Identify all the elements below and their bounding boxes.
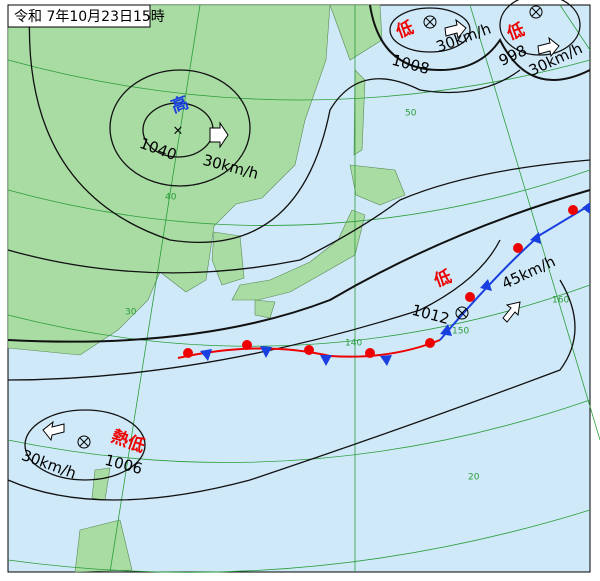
- svg-text:×: ×: [173, 124, 184, 139]
- front: [177, 202, 591, 366]
- grid-label: 140: [345, 339, 362, 349]
- title: 令和 7年10月23日15時: [14, 9, 165, 25]
- isobars: [7, 0, 591, 501]
- grid-label: 30: [125, 308, 137, 318]
- grid-label: 50: [405, 109, 417, 119]
- grid-label: 160: [552, 296, 569, 306]
- title-box: [7, 4, 151, 28]
- markers: ×: [42, 5, 560, 449]
- system-kind: 高: [168, 92, 191, 118]
- grid-label: 150: [452, 327, 469, 337]
- grid-label: 20: [468, 473, 480, 483]
- grid-label: 40: [165, 193, 177, 203]
